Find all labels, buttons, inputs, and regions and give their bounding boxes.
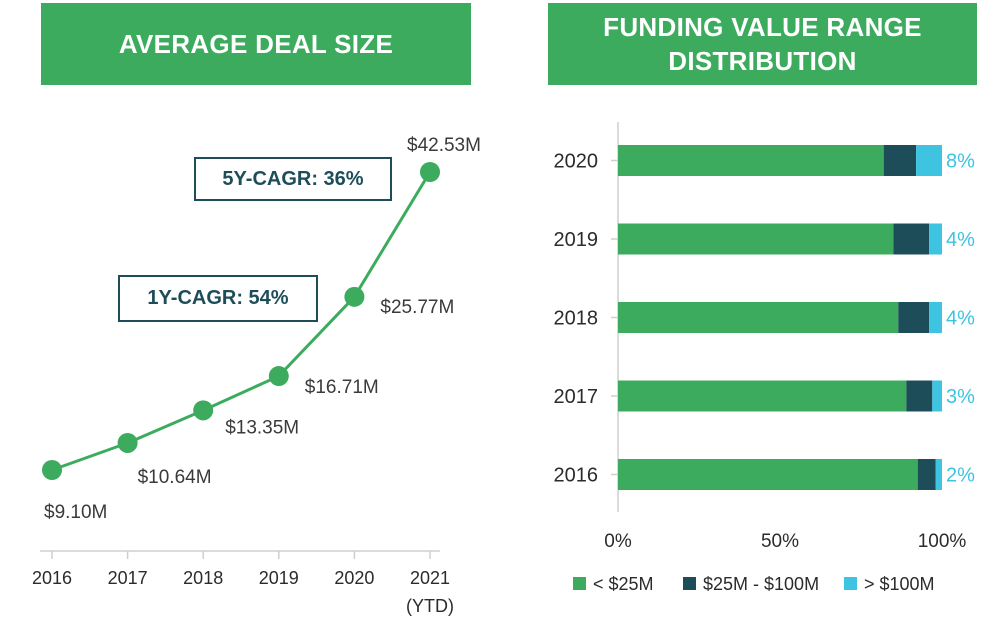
bar-chart-x-tick-label: 0% xyxy=(604,531,632,552)
line-chart-x-tick-label: 2016 xyxy=(32,568,72,588)
cagr-5y-text: 5Y-CAGR: 36% xyxy=(222,167,364,190)
deal-size-data-label: $16.71M xyxy=(305,377,379,398)
cagr-1y-text: 1Y-CAGR: 54% xyxy=(147,287,289,309)
line-chart-x-tick-label: 2019 xyxy=(259,568,299,588)
funding-distribution-title: FUNDING VALUE RANGE DISTRIBUTION xyxy=(603,12,922,76)
bar-end-percent-label: 8% xyxy=(946,151,975,173)
line-chart-x-tick-label: 2017 xyxy=(108,568,148,588)
legend-swatch xyxy=(683,577,696,590)
bar-segment-over-100m xyxy=(932,380,942,412)
bar-chart-category-label: 2017 xyxy=(554,386,599,408)
legend-label: > $100M xyxy=(864,574,935,594)
bar-chart-x-tick-label: 50% xyxy=(761,531,799,552)
bar-chart-category-label: 2019 xyxy=(554,229,599,251)
bar-segment-over-100m xyxy=(929,302,942,333)
bar-segment-over-100m xyxy=(916,145,942,176)
legend-label: $25M - $100M xyxy=(703,574,819,594)
deal-size-point xyxy=(117,432,138,453)
bar-chart-category-label: 2018 xyxy=(554,308,599,330)
bar-segment-25m-100m xyxy=(898,302,930,333)
legend-swatch xyxy=(573,577,586,590)
cagr-5y-annotation: 5Y-CAGR: 36% xyxy=(194,157,392,201)
deal-size-point xyxy=(344,286,365,307)
line-chart-x-tick-label: 2020 xyxy=(334,568,374,588)
bar-segment-under-25m xyxy=(618,380,907,412)
deal-size-data-label: $9.10M xyxy=(44,502,107,523)
deal-size-data-label: $25.77M xyxy=(380,297,454,318)
line-chart-x-tick-label: 2018 xyxy=(183,568,223,588)
deal-size-data-label: $13.35M xyxy=(225,417,299,438)
average-deal-size-title: AVERAGE DEAL SIZE xyxy=(118,29,394,59)
bar-segment-under-25m xyxy=(618,302,899,333)
deal-size-series-line xyxy=(51,171,432,472)
cagr-1y-annotation: 1Y-CAGR: 54% xyxy=(118,275,318,322)
deal-size-data-label: $10.64M xyxy=(138,467,212,488)
deal-size-point xyxy=(420,162,440,182)
deal-size-point xyxy=(42,460,62,480)
bar-end-percent-label: 4% xyxy=(946,308,975,330)
bar-end-percent-label: 2% xyxy=(946,465,975,487)
bar-segment-under-25m xyxy=(618,223,894,255)
line-chart-x-tick-label: 2021 xyxy=(410,568,450,588)
bar-segment-25m-100m xyxy=(906,380,933,412)
deal-size-data-label: $42.53M xyxy=(407,135,481,156)
bar-segment-under-25m xyxy=(618,459,918,490)
legend-swatch xyxy=(844,577,857,590)
bar-end-percent-label: 4% xyxy=(946,229,975,251)
legend-label: < $25M xyxy=(593,574,654,594)
bar-chart-category-label: 2016 xyxy=(554,465,599,487)
bar-chart-category-label: 2020 xyxy=(554,151,599,173)
bar-segment-over-100m xyxy=(929,223,942,255)
deal-size-point xyxy=(193,400,214,421)
bar-segment-25m-100m xyxy=(917,459,936,490)
average-deal-size-banner: AVERAGE DEAL SIZE xyxy=(41,3,471,85)
deal-size-point xyxy=(268,366,289,387)
bar-segment-25m-100m xyxy=(883,145,917,176)
bar-segment-under-25m xyxy=(618,145,884,176)
funding-distribution-banner: FUNDING VALUE RANGE DISTRIBUTION xyxy=(548,3,977,85)
line-chart-x-tick-sublabel: (YTD) xyxy=(406,596,454,616)
bar-segment-25m-100m xyxy=(893,223,930,255)
bar-chart-x-tick-label: 100% xyxy=(918,531,967,552)
bar-end-percent-label: 3% xyxy=(946,386,975,408)
bar-segment-over-100m xyxy=(935,459,942,490)
